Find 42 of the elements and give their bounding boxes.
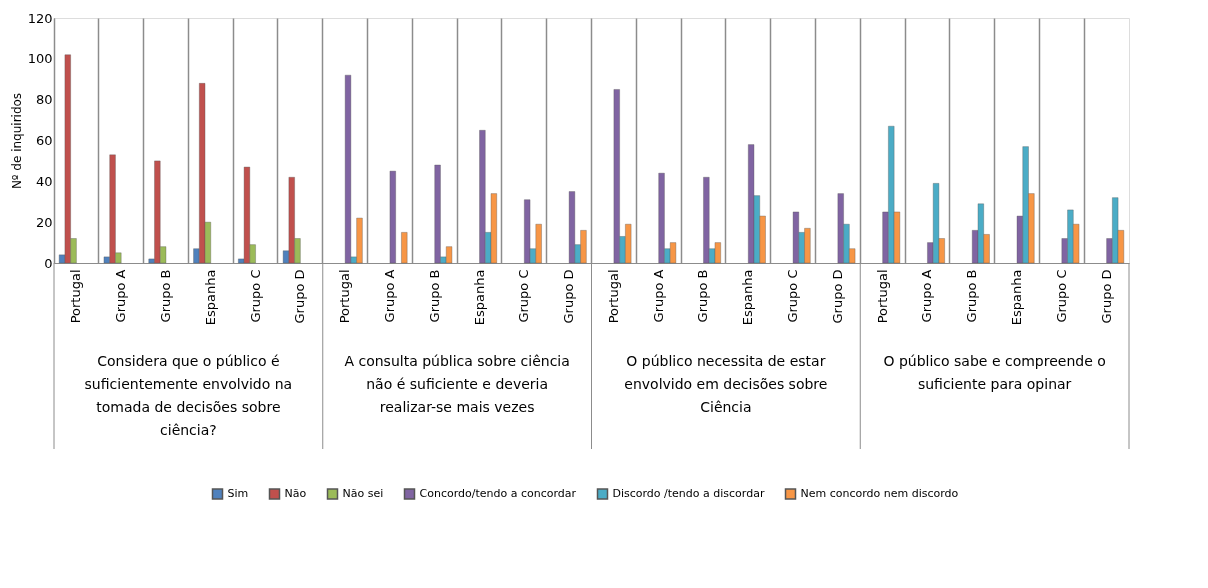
legend-label: Concordo/tendo a concordar: [419, 487, 577, 500]
x-tick-label: Portugal: [68, 269, 84, 324]
x-tick-label: Grupo C: [1053, 269, 1069, 323]
y-tick-label: 120: [27, 10, 53, 26]
y-tick-label: 0: [44, 255, 53, 271]
text: Considera que o público é suficientemente envolvido na tomada de decisões sobre ciência?: [84, 353, 293, 438]
legend-label: Nem concordo nem discordo: [800, 487, 959, 500]
x-tick-label: Portugal: [874, 269, 890, 324]
text: O público necessita de estar envolvido em decisões sobre Ciência: [624, 353, 828, 415]
x-tick-label: Espanha: [1009, 269, 1025, 326]
legend-label: Discordo /tendo a discordar: [612, 487, 765, 500]
x-tick-label: Grupo C: [247, 269, 263, 323]
x-tick-label: Espanha: [202, 269, 218, 326]
y-tick-label: 100: [27, 51, 53, 67]
x-tick-label: Grupo A: [381, 269, 397, 323]
x-tick-label: Grupo A: [919, 269, 935, 323]
text: A consulta pública sobre ciência não é suficiente e deveria realizar-se mais vezes: [344, 353, 570, 415]
y-tick-label: 20: [35, 214, 53, 230]
x-tick-label: Espanha: [471, 269, 487, 326]
legend-label: Não sei: [342, 487, 384, 500]
x-tick-label: Espanha: [740, 269, 756, 326]
y-tick-label: 40: [35, 173, 53, 189]
x-tick-label: Grupo D: [292, 269, 308, 324]
x-tick-label: Grupo B: [964, 269, 980, 323]
legend-label: Sim: [227, 487, 249, 500]
x-tick-label: Grupo B: [695, 269, 711, 323]
x-tick-label: Grupo D: [561, 269, 577, 324]
x-tick-label: Portugal: [337, 269, 353, 324]
y-axis-title: Nº de inquiridos: [9, 92, 24, 190]
x-tick-label: Grupo C: [785, 269, 801, 323]
x-tick-label: Grupo B: [157, 269, 173, 323]
x-tick-label: Portugal: [605, 269, 621, 324]
y-tick-label: 60: [35, 133, 53, 148]
y-tick-label: 80: [35, 92, 53, 108]
x-tick-label: Grupo A: [650, 269, 666, 323]
x-tick-label: Grupo C: [516, 269, 532, 323]
x-tick-label: Grupo A: [113, 269, 129, 323]
x-tick-label: Grupo D: [829, 269, 845, 324]
legend-label: Não: [284, 487, 307, 500]
text: O público sabe e compreende o suficiente para opinar: [883, 353, 1106, 392]
x-tick-label: Grupo D: [1098, 269, 1114, 324]
x-tick-label: Grupo B: [426, 269, 442, 323]
